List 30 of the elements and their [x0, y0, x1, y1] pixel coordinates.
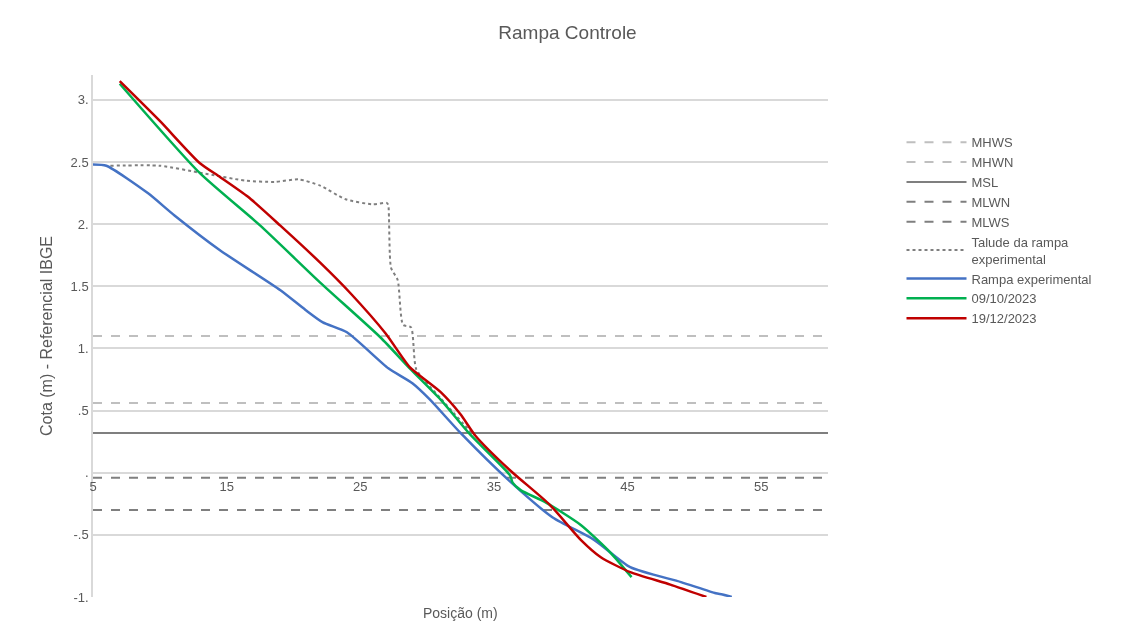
y-tick-label: 1.: [77, 340, 89, 356]
legend-label: MLWS: [971, 214, 1010, 230]
line-series: [118, 79, 708, 597]
x-tick-label: 25: [353, 478, 368, 494]
y-tick-label: -1.: [73, 589, 89, 605]
y-tick-label: 2.5: [70, 154, 89, 170]
x-tick-label: 35: [486, 478, 502, 494]
line-series: [109, 164, 475, 437]
legend-label: MHWS: [971, 135, 1013, 151]
y-tick-label: 3.: [77, 92, 89, 108]
y-tick-label: .: [85, 465, 89, 481]
legend-label: Talude da rampa experimental: [971, 234, 1070, 267]
x-tick-label: 15: [219, 478, 234, 494]
x-axis-title: Posição (m): [423, 605, 498, 621]
legend-label: MHWN: [971, 155, 1014, 171]
legend-label: MSL: [971, 175, 999, 191]
chart-title: Rampa Controle: [498, 21, 637, 43]
legend-label: MLWN: [971, 194, 1011, 210]
x-tick-label: 45: [620, 478, 635, 494]
y-tick-label: 2.: [77, 216, 89, 232]
legend-label: 09/10/2023: [971, 291, 1037, 307]
x-tick-label: 55: [753, 478, 769, 494]
legend-label: Rampa experimental: [971, 271, 1092, 287]
y-axis-title: Cota (m) - Referencial IBGE: [37, 235, 55, 437]
y-tick-label: -.5: [73, 527, 89, 543]
line-series: [118, 82, 633, 579]
y-tick-label: 1.5: [70, 278, 89, 294]
x-tick-label: 5: [89, 478, 97, 494]
legend-label: 19/12/2023: [971, 311, 1037, 327]
y-tick-label: .5: [77, 403, 89, 419]
